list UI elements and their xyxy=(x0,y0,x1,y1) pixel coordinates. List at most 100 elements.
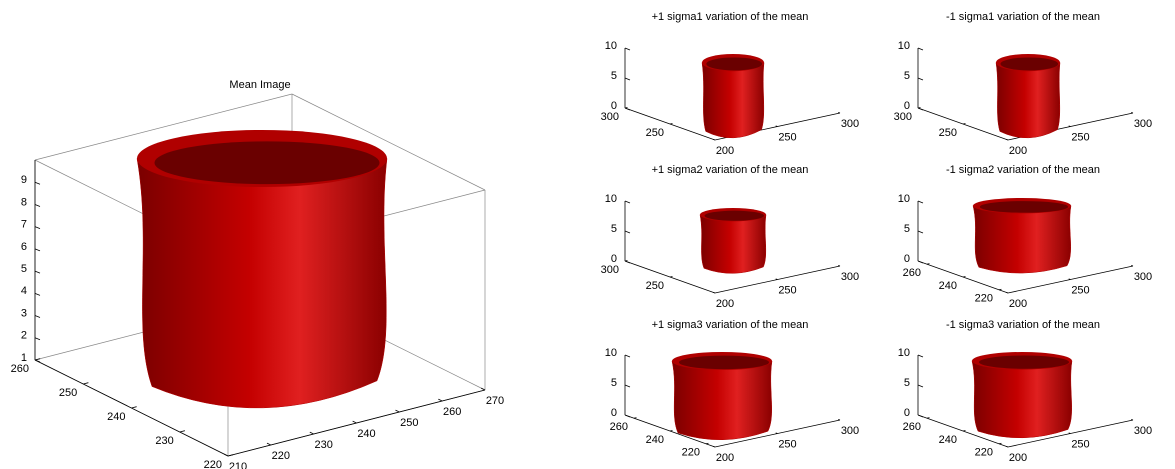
x-tick-label: 270 xyxy=(486,395,504,407)
y-tick xyxy=(927,264,930,265)
surface xyxy=(137,159,387,408)
y-tick xyxy=(83,383,88,384)
x-tick-label: 200 xyxy=(1009,298,1027,310)
y-tick-label: 220 xyxy=(204,459,222,469)
y-tick-label: 240 xyxy=(939,434,957,446)
x-tick-label: 250 xyxy=(778,438,796,450)
x-tick-label: 200 xyxy=(716,298,734,310)
z-tick-label: 4 xyxy=(21,285,27,297)
z-tick-label: 5 xyxy=(611,377,617,389)
x-tick-label: 300 xyxy=(1134,271,1152,283)
surface-inner xyxy=(155,141,380,184)
x-tick xyxy=(224,454,228,456)
z-tick xyxy=(625,355,630,357)
y-tick xyxy=(670,123,673,124)
y-tick-label: 240 xyxy=(939,280,957,292)
z-tick xyxy=(918,415,923,417)
subplot: 2002503002503000510+1 sigma2 variation o… xyxy=(601,164,860,310)
z-tick xyxy=(625,261,630,263)
x-tick-label: 250 xyxy=(778,284,796,296)
x-tick xyxy=(1069,279,1071,280)
subplot: 2002503002202402600510+1 sigma3 variatio… xyxy=(605,319,859,464)
y-tick-label: 260 xyxy=(11,363,29,375)
y-tick-label: 220 xyxy=(975,447,993,459)
y-tick xyxy=(963,276,966,277)
z-tick-label: 6 xyxy=(21,241,27,253)
surface xyxy=(973,206,1071,273)
y-tick xyxy=(228,455,233,456)
y-tick xyxy=(132,407,137,408)
y-tick-label: 220 xyxy=(975,293,993,305)
x-tick xyxy=(713,139,715,140)
subplot: 2102202302402502602702202302402502601234… xyxy=(11,79,505,469)
y-tick xyxy=(706,443,709,444)
x-tick-label: 200 xyxy=(1009,452,1027,464)
x-tick xyxy=(713,446,715,447)
x-tick xyxy=(1131,112,1133,113)
surface-inner xyxy=(979,356,1069,369)
z-tick-label: 10 xyxy=(898,40,910,52)
surface xyxy=(700,215,766,274)
x-tick xyxy=(713,292,715,293)
y-tick xyxy=(180,431,185,432)
z-tick-label: 5 xyxy=(611,223,617,235)
x-tick xyxy=(1131,265,1133,266)
y-tick-label: 240 xyxy=(107,411,125,423)
z-tick-label: 7 xyxy=(21,219,27,231)
z-tick-label: 10 xyxy=(898,193,910,205)
x-tick-label: 250 xyxy=(400,417,418,429)
y-tick xyxy=(963,123,966,124)
z-tick-label: 10 xyxy=(605,40,617,52)
z-tick xyxy=(35,227,40,229)
x-tick-label: 240 xyxy=(357,428,375,440)
surface xyxy=(972,361,1072,438)
z-tick-label: 0 xyxy=(904,100,910,112)
z-tick xyxy=(625,48,630,50)
x-tick-label: 300 xyxy=(841,425,859,437)
x-tick-label: 200 xyxy=(716,145,734,157)
subplot-title: -1 sigma2 variation of the mean xyxy=(946,164,1100,176)
z-tick xyxy=(625,385,630,387)
z-tick-label: 5 xyxy=(21,263,27,275)
y-tick-label: 250 xyxy=(939,127,957,139)
x-tick-label: 250 xyxy=(1071,284,1089,296)
y-tick-label: 250 xyxy=(59,387,77,399)
z-tick-label: 10 xyxy=(898,347,910,359)
x-tick xyxy=(1069,126,1071,127)
y-tick xyxy=(999,443,1002,444)
surface-inner xyxy=(1000,57,1058,70)
z-tick xyxy=(918,201,923,203)
y-tick xyxy=(999,289,1002,290)
z-tick-label: 3 xyxy=(21,307,27,319)
z-tick-label: 0 xyxy=(611,407,617,419)
x-tick xyxy=(353,421,357,423)
x-tick-label: 300 xyxy=(1134,425,1152,437)
z-tick xyxy=(35,204,40,206)
x-tick xyxy=(438,399,442,401)
z-tick xyxy=(625,231,630,233)
y-tick xyxy=(670,276,673,277)
x-tick xyxy=(481,388,485,390)
x-tick-label: 250 xyxy=(778,131,796,143)
z-tick xyxy=(918,355,923,357)
surface-inner xyxy=(706,57,762,70)
x-tick-label: 260 xyxy=(443,406,461,418)
subplot-title: -1 sigma3 variation of the mean xyxy=(946,319,1100,331)
subplot-title: Mean Image xyxy=(229,79,290,91)
z-tick-label: 5 xyxy=(904,223,910,235)
z-tick xyxy=(35,182,40,184)
z-tick-label: 0 xyxy=(904,253,910,265)
subplot-title: +1 sigma1 variation of the mean xyxy=(652,11,809,23)
x-tick xyxy=(776,279,778,280)
surface xyxy=(702,63,764,138)
z-tick-label: 0 xyxy=(611,100,617,112)
x-tick-label: 230 xyxy=(314,439,332,451)
z-tick-label: 5 xyxy=(904,377,910,389)
figure: 2102202302402502602702202302402502601234… xyxy=(0,0,1175,469)
y-tick-label: 300 xyxy=(894,111,912,123)
y-tick-label: 230 xyxy=(155,435,173,447)
z-tick xyxy=(35,293,40,295)
x-tick-label: 300 xyxy=(841,118,859,130)
